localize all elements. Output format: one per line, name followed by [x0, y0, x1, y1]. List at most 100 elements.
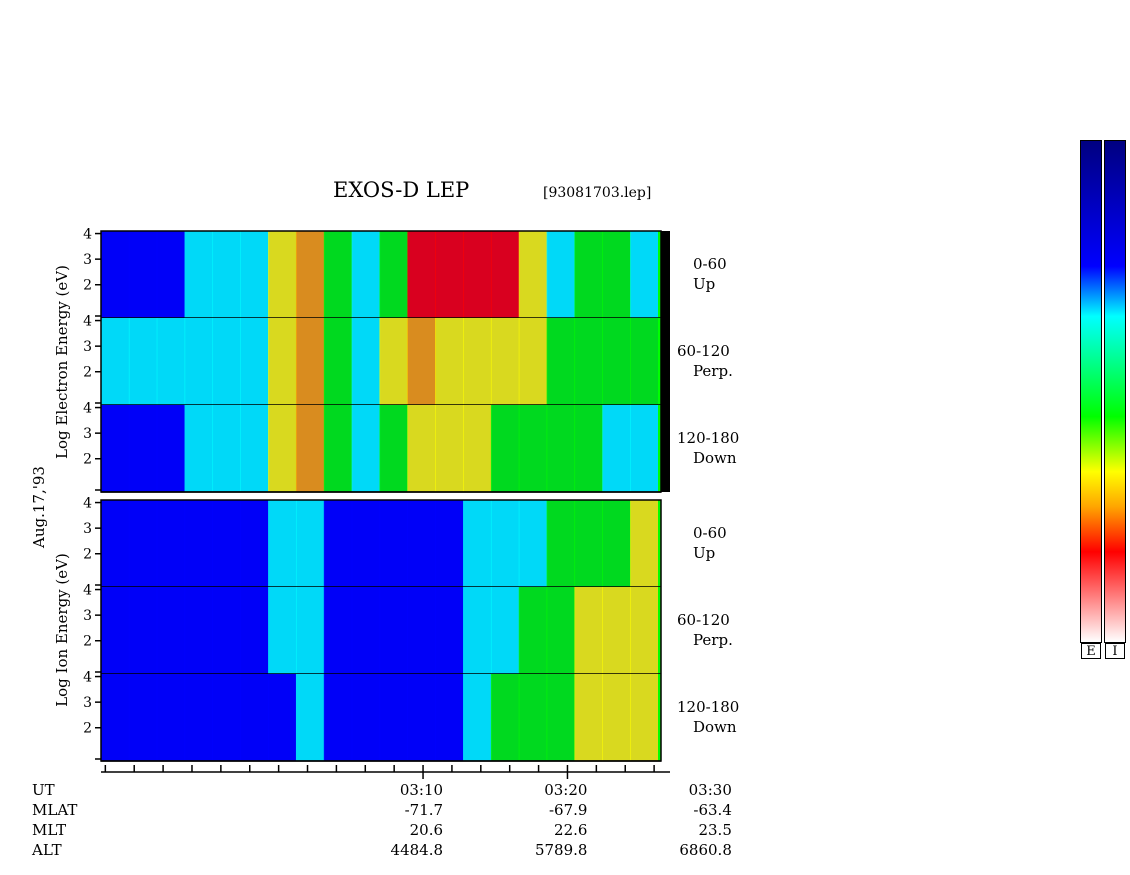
panel-3-cell [101, 500, 130, 587]
y-tick-label: 3 [83, 426, 92, 442]
panel-3-cell [323, 500, 353, 587]
panel-pitch-range: 0-60 [693, 254, 727, 273]
y-tick-label: 3 [83, 252, 92, 268]
panel-0-gap [661, 231, 670, 318]
y-tick-label: 4 [83, 401, 92, 417]
panel-2-cell [518, 405, 548, 492]
footer-row-label: MLT [32, 821, 67, 839]
panel-1-cell [212, 318, 241, 405]
panel-2-cell [240, 405, 269, 492]
footer-value: 22.6 [554, 821, 588, 839]
panel-0-cell [295, 231, 325, 318]
panel-direction: Up [693, 274, 716, 293]
y-tick-label: 4 [83, 227, 92, 243]
y-tick-label: 4 [83, 314, 92, 330]
panel-1-cell [156, 318, 186, 405]
panel-1-cell [101, 318, 130, 405]
panel-4-cell [602, 587, 631, 674]
y-tick-label: 2 [83, 278, 92, 294]
panel-1-cell [435, 318, 464, 405]
panel-4-edge [658, 587, 661, 674]
panel-3-cell [546, 500, 576, 587]
panel-4-cell [463, 587, 492, 674]
footer-value: 23.5 [698, 821, 732, 839]
panel-4-cell [184, 587, 214, 674]
footer-value: 4484.8 [390, 841, 444, 859]
panel-4-cell [490, 587, 520, 674]
panel-5-cell [351, 674, 381, 761]
panel-0-cell [128, 231, 158, 318]
panel-pitch-range: 60-120 [677, 341, 730, 360]
panel-1-cell [128, 318, 158, 405]
electron-frame [100, 230, 662, 493]
y-tick-label: 3 [83, 521, 92, 537]
panel-2-cell [379, 405, 408, 492]
panel-1-gap [661, 318, 670, 405]
panel-4-cell [351, 587, 381, 674]
panel-5-cell [407, 674, 436, 761]
panel-5-cell [128, 674, 158, 761]
panel-3-cell [128, 500, 158, 587]
panel-0-cell [407, 231, 436, 318]
y-tick-label: 2 [83, 452, 92, 468]
panel-1-cell [574, 318, 603, 405]
panel-1-cell [323, 318, 353, 405]
panel-2-cell [323, 405, 353, 492]
ion-frame [100, 499, 662, 762]
panel-0-cell [101, 231, 130, 318]
panel-4-cell [128, 587, 158, 674]
panel-1-cell [630, 318, 659, 405]
chart-title: EXOS-D LEP [333, 178, 470, 202]
panel-direction: Up [693, 543, 716, 562]
footer-value: -67.9 [548, 801, 588, 819]
panel-1-cell [268, 318, 297, 405]
y-tick-label: 4 [83, 583, 92, 599]
file-label: [93081703.lep] [543, 185, 652, 201]
panel-3-cell [295, 500, 325, 587]
colorbar-electron-label: E [1081, 643, 1101, 659]
panel-2-cell [128, 405, 158, 492]
panel-4-cell [574, 587, 603, 674]
panel-1-cell [546, 318, 576, 405]
panel-3-cell [212, 500, 241, 587]
panel-2-cell [463, 405, 492, 492]
panel-0-cell [212, 231, 241, 318]
panel-5-cell [101, 674, 130, 761]
y-tick-label: 3 [83, 695, 92, 711]
footer-value: -71.7 [404, 801, 444, 819]
panel-5-cell [323, 674, 353, 761]
panel-1-edge [658, 318, 661, 405]
panel-1-cell [490, 318, 520, 405]
panel-1-cell [184, 318, 214, 405]
panel-direction: Perp. [693, 630, 733, 649]
panel-3-cell [630, 500, 659, 587]
panel-0-cell [630, 231, 659, 318]
panel-1-cell [518, 318, 548, 405]
colorbar-ion-label: I [1105, 643, 1125, 659]
y-tick-label: 2 [83, 365, 92, 381]
panel-2-cell [268, 405, 297, 492]
panel-2-cell [435, 405, 464, 492]
panel-5-cell [490, 674, 520, 761]
panel-5-cell [518, 674, 548, 761]
panel-2-cell [101, 405, 130, 492]
panel-3-cell [156, 500, 186, 587]
panel-5-cell [463, 674, 492, 761]
panel-pitch-range: 120-180 [677, 428, 740, 447]
panel-2-cell [630, 405, 659, 492]
panel-0-cell [268, 231, 297, 318]
panel-4-cell [546, 587, 576, 674]
panel-5-cell [295, 674, 325, 761]
panel-1-cell [407, 318, 436, 405]
y-tick-label: 3 [83, 608, 92, 624]
panel-5-cell [630, 674, 659, 761]
panel-pitch-range: 60-120 [677, 610, 730, 629]
panel-3-cell [463, 500, 492, 587]
panel-direction: Perp. [693, 361, 733, 380]
panel-1-cell [379, 318, 408, 405]
panel-0-cell [184, 231, 214, 318]
footer-value: 5789.8 [534, 841, 588, 859]
panel-3-cell [268, 500, 297, 587]
panel-1-cell [602, 318, 631, 405]
